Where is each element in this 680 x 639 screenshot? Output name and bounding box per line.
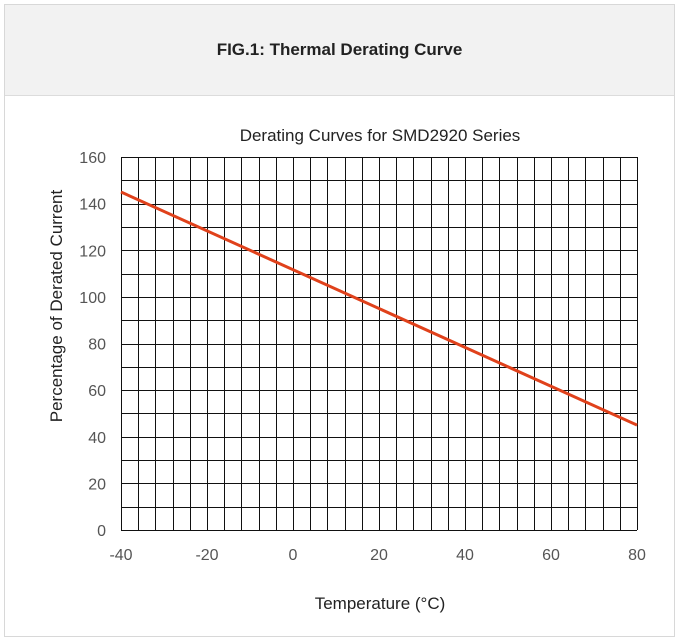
x-tick-label: 20 — [370, 547, 388, 564]
y-tick-label: 80 — [88, 337, 106, 354]
x-tick-label: -40 — [109, 547, 132, 564]
y-tick-label: 160 — [79, 150, 106, 167]
tick-labels: -40 -20 0 20 40 60 80 0 20 40 60 80 100 120 140 160 — [79, 150, 646, 564]
x-tick-label: -20 — [195, 547, 218, 564]
series-lines — [120, 190, 638, 427]
chart-title: Derating Curves for SMD2920 Series — [240, 126, 521, 145]
y-tick-label: 100 — [79, 290, 106, 307]
figure-header: FIG.1: Thermal Derating Curve — [5, 5, 674, 96]
y-tick-label: 60 — [88, 383, 106, 400]
x-tick-label: 0 — [289, 547, 298, 564]
x-axis-label: Temperature (°C) — [315, 594, 446, 613]
derating-line — [120, 190, 638, 427]
y-tick-label: 120 — [79, 243, 106, 260]
y-tick-label: 20 — [88, 476, 106, 493]
y-axis-label: Percentage of Derated Current — [47, 189, 66, 422]
x-tick-label: 60 — [542, 547, 560, 564]
y-tick-label: 0 — [97, 523, 106, 540]
figure-title: FIG.1: Thermal Derating Curve — [216, 40, 463, 59]
x-tick-label: 80 — [628, 547, 646, 564]
grid — [121, 157, 638, 531]
y-tick-label: 140 — [79, 197, 106, 214]
x-tick-label: 40 — [456, 547, 474, 564]
y-tick-label: 40 — [88, 430, 106, 447]
